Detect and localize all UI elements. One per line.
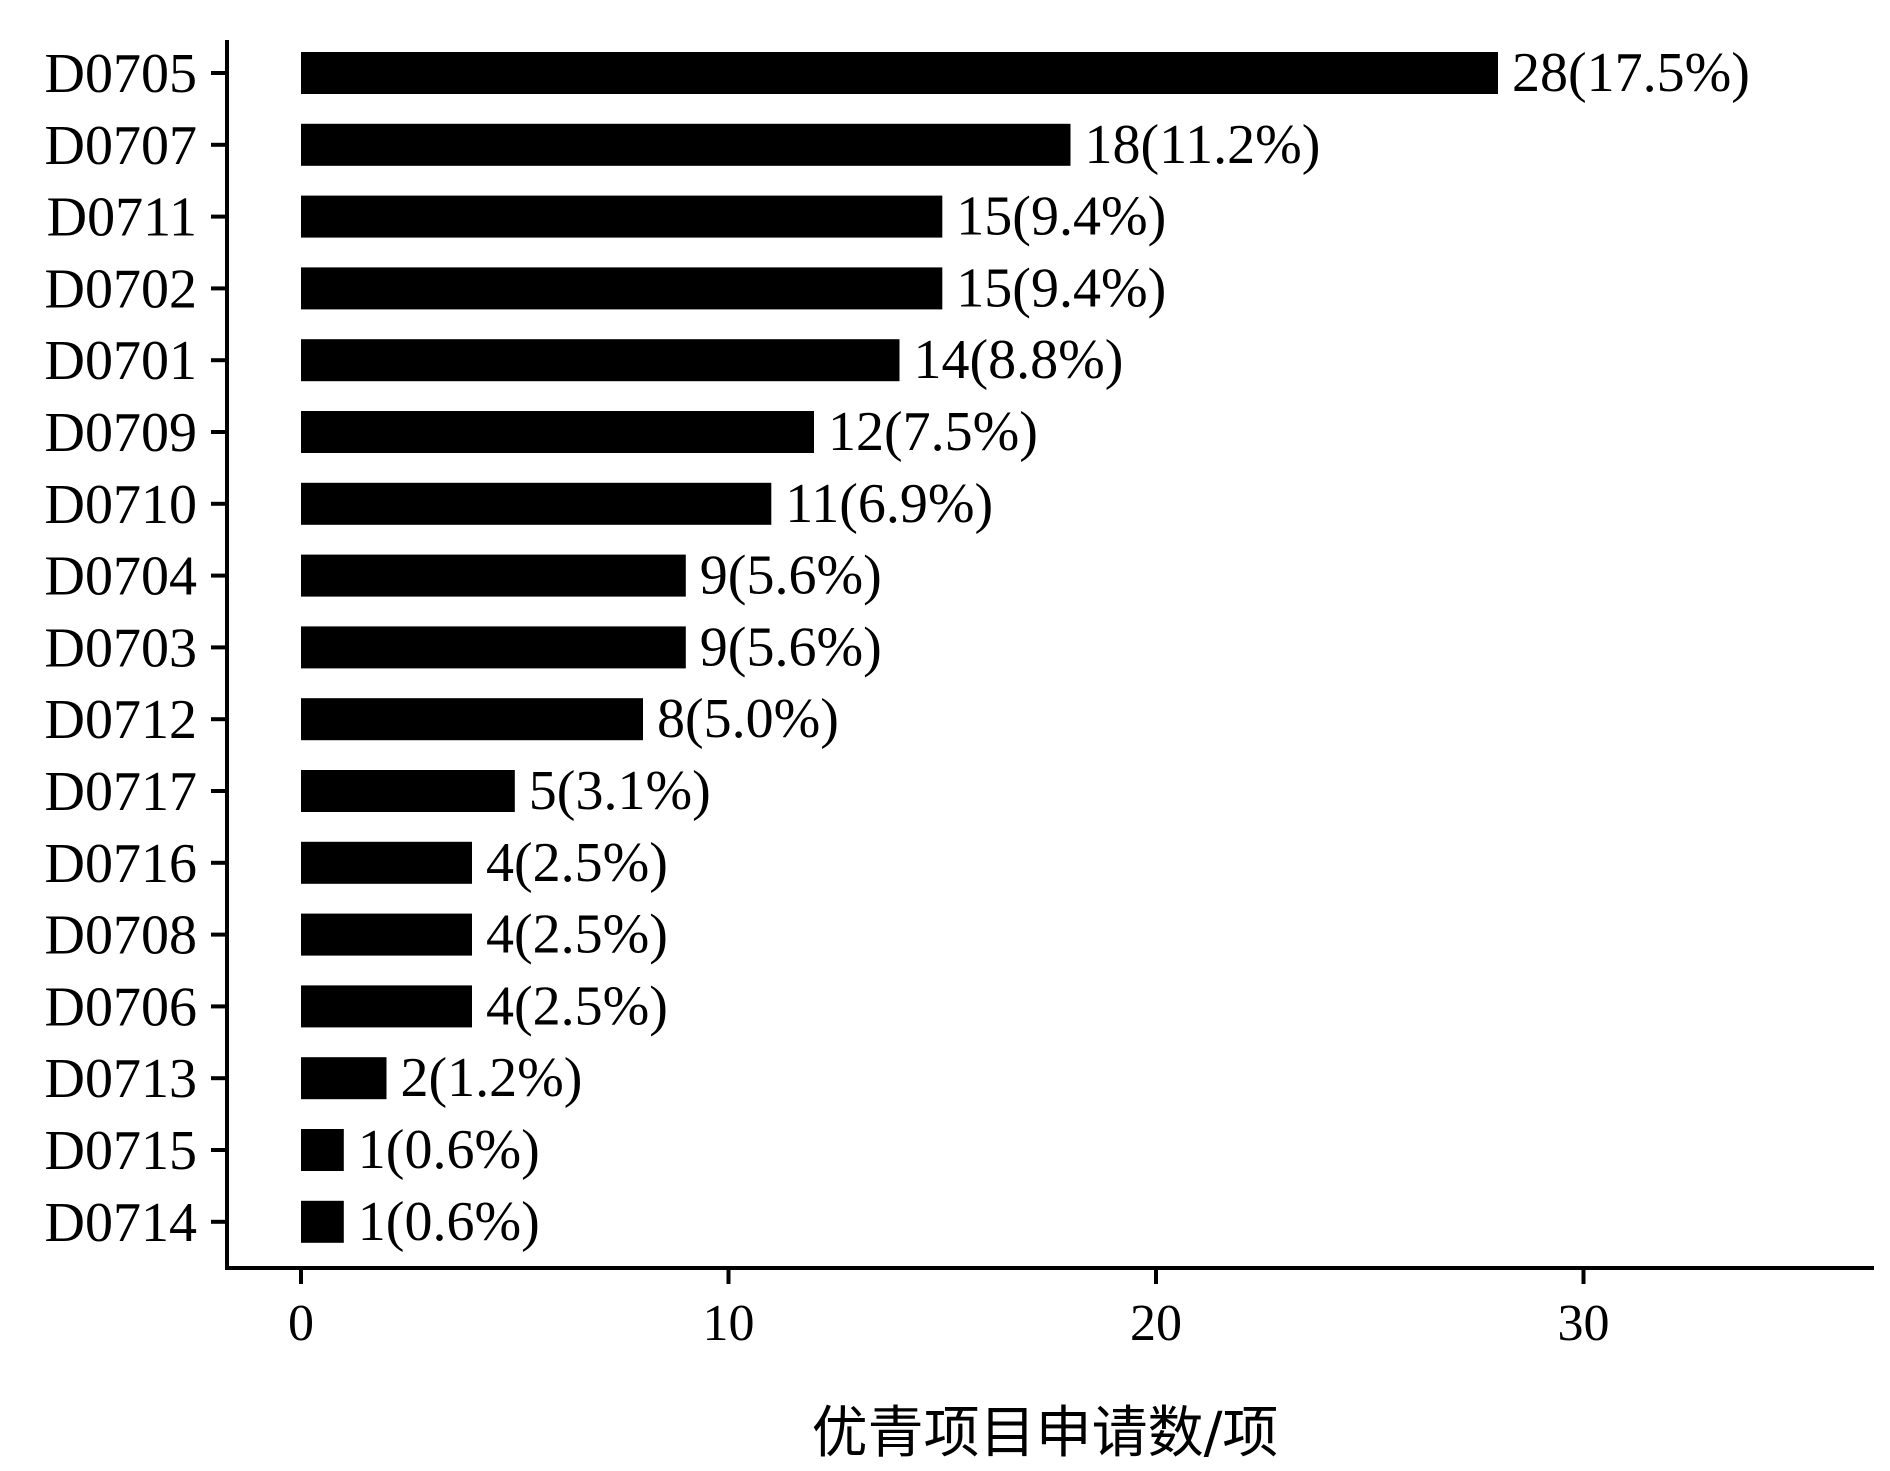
category-label-D0716: D0716 [45,833,197,895]
category-label-D0703: D0703 [45,617,197,679]
category-label-D0715: D0715 [45,1120,197,1182]
y-axis: D0705 D0707 D0711 D0702 D0701 D0709 D0710 D0704… [45,40,229,1268]
bar-D0714 [301,1200,344,1243]
category-label-D0714: D0714 [45,1192,197,1254]
bar-D0716 [301,841,472,884]
data-label-D0703: 9(5.6%) [700,616,882,678]
data-label-D0701: 14(8.8%) [914,329,1124,391]
x-tick-label-30: 30 [1558,1295,1610,1352]
category-label-D0713: D0713 [45,1048,197,1110]
data-label-D0715: 1(0.6%) [358,1119,540,1181]
bars-layer [301,52,1498,1243]
category-label-D0705: D0705 [45,43,197,105]
data-label-D0706: 4(2.5%) [486,975,668,1037]
category-label-D0709: D0709 [45,402,197,464]
bar-D0710 [301,482,772,525]
bar-D0707 [301,123,1071,166]
x-axis: 0 10 20 30 [225,1266,1874,1352]
bar-D0701 [301,339,900,382]
category-label-D0717: D0717 [45,761,197,823]
data-label-D0707: 18(11.2%) [1085,114,1321,176]
data-label-D0717: 5(3.1%) [529,760,711,822]
category-label-D0710: D0710 [45,474,197,536]
bar-D0708 [301,913,472,956]
bar-D0704 [301,554,686,597]
x-tick-label-10: 10 [703,1295,755,1352]
x-tick-label-0: 0 [288,1295,314,1352]
data-label-D0702: 15(9.4%) [956,257,1166,319]
data-label-D0705: 28(17.5%) [1512,42,1750,104]
category-label-D0707: D0707 [45,115,197,177]
bar-D0717 [301,770,515,812]
category-label-D0711: D0711 [47,187,197,249]
bar-D0709 [301,411,814,453]
bar-D0712 [301,698,643,741]
data-label-D0716: 4(2.5%) [486,832,668,894]
data-label-D0712: 8(5.0%) [657,688,839,750]
bar-D0703 [301,626,686,669]
bar-D0711 [301,195,943,238]
bar-D0715 [301,1129,344,1171]
data-label-D0711: 15(9.4%) [956,186,1166,248]
data-label-D0714: 1(0.6%) [358,1191,540,1253]
bar-D0706 [301,985,472,1028]
data-labels-layer: 28(17.5%) 18(11.2%) 15(9.4%) 15(9.4%) 14(8.8… [358,42,1750,1253]
bar-D0713 [301,1057,387,1100]
category-label-D0712: D0712 [45,689,197,751]
category-label-D0702: D0702 [45,258,197,320]
data-label-D0709: 12(7.5%) [828,401,1038,463]
category-label-D0704: D0704 [45,546,197,608]
data-label-D0710: 11(6.9%) [785,473,993,535]
category-label-D0708: D0708 [45,905,197,967]
category-label-D0701: D0701 [45,330,197,392]
data-label-D0704: 9(5.6%) [700,545,882,607]
data-label-D0708: 4(2.5%) [486,904,668,966]
data-label-D0713: 2(1.2%) [401,1047,583,1109]
x-tick-label-20: 20 [1130,1295,1182,1352]
bar-D0702 [301,267,943,310]
category-label-D0706: D0706 [45,976,197,1038]
x-axis-title: 优青项目申请数/项 [812,1401,1279,1466]
bar-D0705 [301,52,1498,94]
